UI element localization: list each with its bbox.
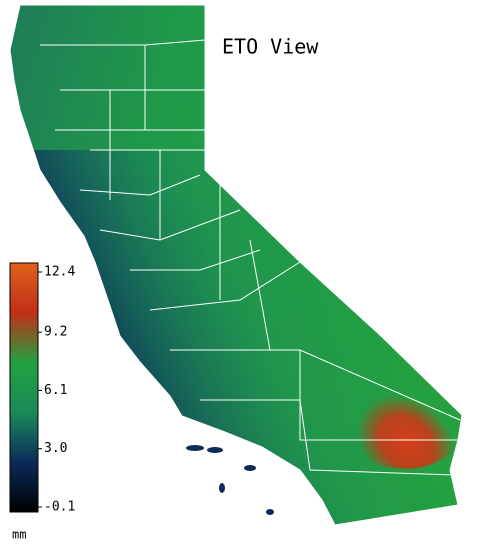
legend-unit: mm [12, 528, 26, 542]
legend-tick-label: 12.4 [44, 265, 75, 280]
color-bar [9, 262, 39, 513]
map-title: ETO View [222, 35, 319, 59]
islands [186, 445, 274, 515]
legend-tick-label: 6.1 [44, 383, 67, 398]
legend-tick-label: -0.1 [44, 500, 75, 515]
county-lines [9, 4, 463, 526]
legend-tick-label: 9.2 [44, 325, 67, 340]
legend-tick-label: 3.0 [44, 441, 67, 456]
